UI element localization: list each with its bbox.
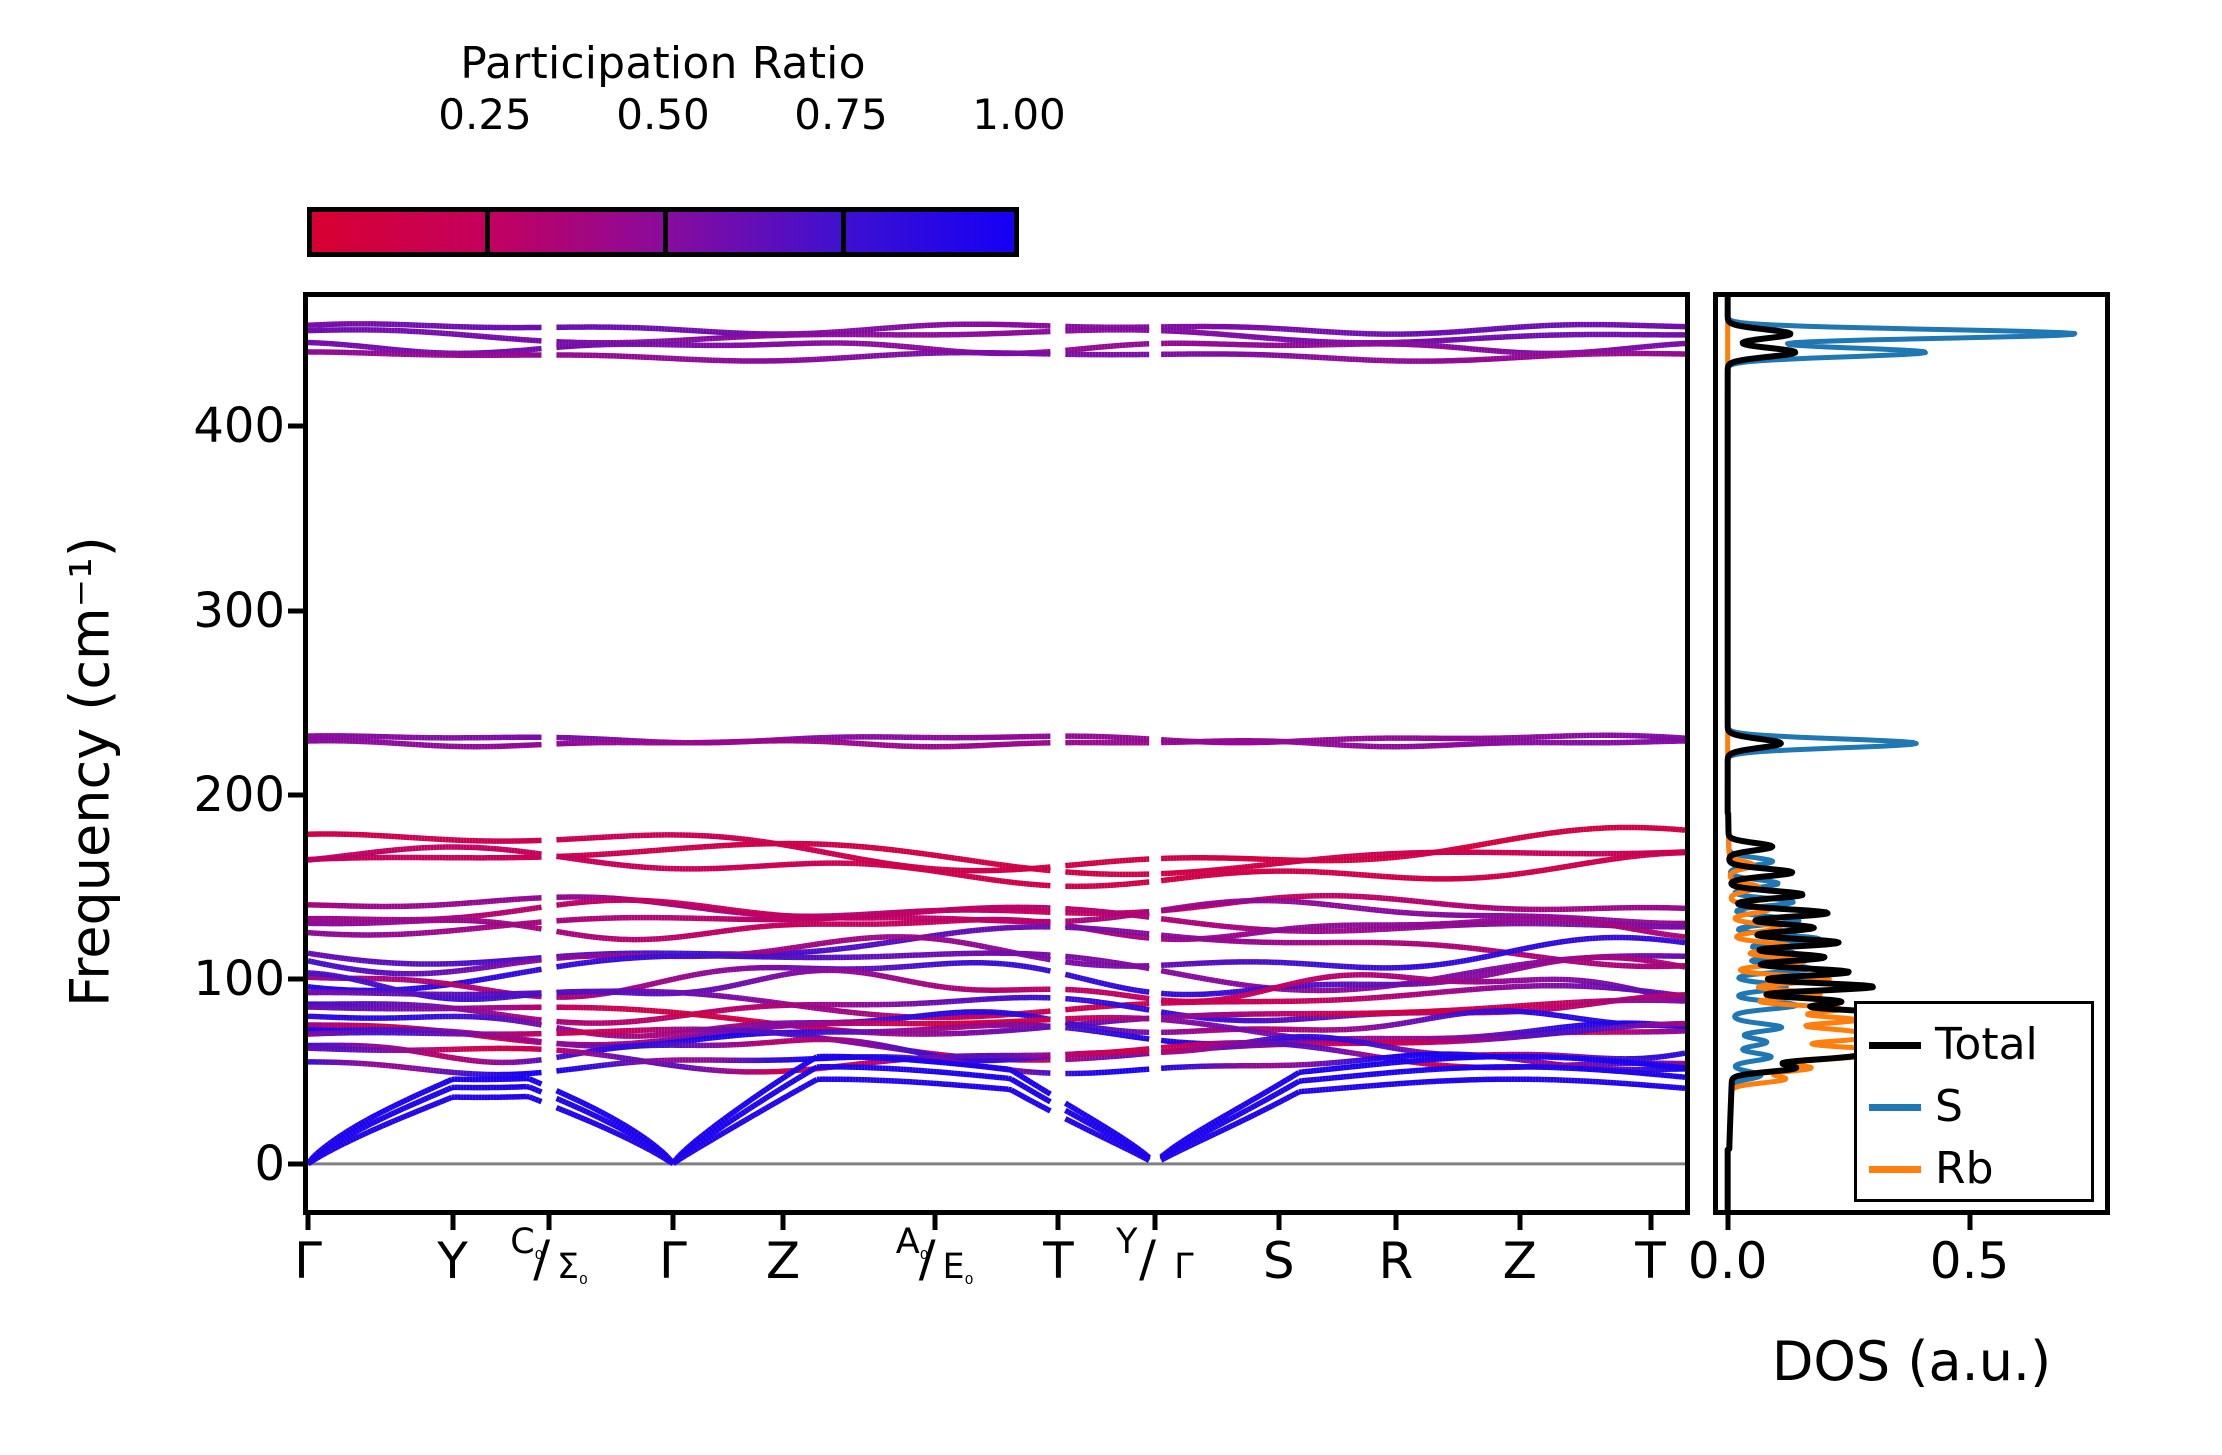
phonon-band-structure-panel <box>303 292 1690 1215</box>
band-x-tick-label: R <box>1378 1232 1414 1290</box>
legend-entry: Total <box>1869 1014 2038 1076</box>
colorbar-tick-label: 1.00 <box>972 90 1066 139</box>
band-y-tick-labels: 0 100 200 300 400 <box>0 0 285 1455</box>
colorbar-tick-label: 0.50 <box>616 90 710 139</box>
legend-label: S <box>1935 1081 1963 1132</box>
colorbar-tick-label: 0.25 <box>438 90 532 139</box>
dos-x-tick <box>1967 1215 1973 1230</box>
band-x-tick <box>1517 1215 1523 1230</box>
band-y-tick-label: 100 <box>193 951 285 1008</box>
band-x-tick <box>932 1215 938 1230</box>
band-x-tick <box>1648 1215 1654 1230</box>
band-y-tick-label: 400 <box>193 398 285 455</box>
dos-x-tick <box>1725 1215 1731 1230</box>
legend-entry: S <box>1869 1076 1963 1138</box>
band-x-tick <box>305 1215 311 1230</box>
band-x-tick-label: Z <box>1502 1232 1537 1290</box>
band-x-tick-label: Γ <box>658 1232 687 1290</box>
colorbar-tick-labels: 0.25 0.50 0.75 1.00 <box>307 90 1066 140</box>
dos-x-tick-label: 0.0 <box>1687 1232 1768 1290</box>
band-x-tick <box>450 1215 456 1230</box>
dos-curve-total <box>1724 297 1934 1210</box>
band-x-tick-label: T <box>1635 1232 1666 1290</box>
dos-curves <box>1724 297 2078 1210</box>
band-y-tick <box>288 1161 303 1167</box>
colorbar-title: Participation Ratio <box>460 38 866 89</box>
band-x-tick <box>1055 1215 1061 1230</box>
colorbar-tick-label: 0.75 <box>794 90 888 139</box>
band-curves <box>308 321 1685 1167</box>
band-x-tick <box>1152 1215 1158 1230</box>
colorbar-tick <box>841 207 846 257</box>
band-x-tick-label: Y / Γ <box>1116 1221 1194 1288</box>
legend-color-swatch <box>1869 1103 1921 1111</box>
colorbar-tick <box>485 207 490 257</box>
band-x-tick <box>546 1215 552 1230</box>
dos-x-axis-label: DOS (a.u.) <box>1771 1330 2052 1393</box>
band-x-tick <box>1276 1215 1282 1230</box>
legend-color-swatch <box>1869 1041 1921 1049</box>
legend-entry: Rb <box>1869 1138 1994 1200</box>
band-x-tick-labels: Γ Y C₀ / Σ₀ Γ Z A₀ / E₀ T Y / Γ S R Z T <box>0 1221 2222 1342</box>
legend-label: Total <box>1935 1019 2038 1070</box>
band-x-tick <box>670 1215 676 1230</box>
band-x-tick-label: Y <box>437 1232 468 1290</box>
band-y-tick-label: 300 <box>193 582 285 639</box>
band-y-tick <box>288 792 303 798</box>
band-x-tick <box>780 1215 786 1230</box>
band-x-tick <box>1393 1215 1399 1230</box>
band-y-tick <box>288 976 303 982</box>
colorbar-tick <box>663 207 668 257</box>
band-x-tick-label: Γ <box>294 1232 322 1290</box>
band-x-tick-label: T <box>1043 1232 1074 1290</box>
dos-legend: Total S Rb <box>1854 1001 2094 1202</box>
band-x-tick-label: Z <box>765 1232 801 1290</box>
band-x-tick-label: A₀ / E₀ <box>895 1221 974 1290</box>
legend-color-swatch <box>1869 1165 1921 1173</box>
legend-label: Rb <box>1935 1143 1994 1194</box>
band-y-tick-label: 200 <box>193 767 285 823</box>
band-y-tick-label: 0 <box>254 1135 285 1192</box>
dos-x-tick-label: 0.5 <box>1929 1232 2010 1290</box>
band-y-tick <box>288 608 303 614</box>
band-y-tick <box>288 423 303 429</box>
band-x-tick-label: C₀ / Σ₀ <box>510 1221 588 1290</box>
band-x-tick-label: S <box>1262 1232 1295 1290</box>
